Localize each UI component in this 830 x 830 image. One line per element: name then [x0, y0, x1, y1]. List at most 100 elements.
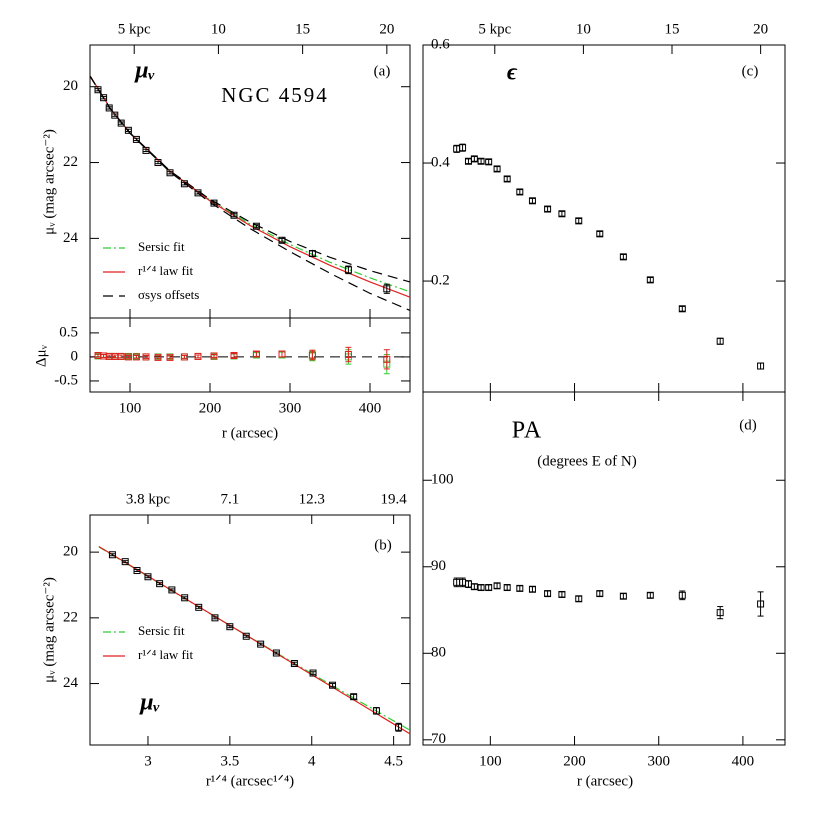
quantity-label: ϵ	[507, 60, 518, 86]
data-point	[477, 584, 485, 592]
y-tick-label: 0.4	[431, 154, 450, 170]
x-tick-label: 200	[563, 753, 586, 769]
data-point	[575, 217, 583, 225]
frame	[89, 514, 411, 746]
y-tick-label: 20	[63, 544, 78, 560]
data-point	[124, 353, 132, 361]
legend-label: r¹ᐟ⁴ law fit	[138, 647, 193, 662]
data-point	[108, 551, 116, 559]
data-point	[168, 586, 176, 594]
data-point	[395, 723, 403, 731]
y-tick-label: 24	[63, 675, 79, 691]
data-point	[252, 222, 260, 230]
frame	[422, 391, 786, 746]
frame	[422, 44, 786, 393]
data-point	[121, 558, 129, 566]
quantity-label: μᵥ	[133, 58, 155, 84]
panel-label: (c)	[742, 63, 759, 79]
x2-tick-label: 3.8 kpc	[126, 491, 171, 507]
data-point	[646, 276, 654, 284]
data-point	[290, 660, 298, 668]
data-point	[503, 584, 511, 592]
data-point	[252, 350, 260, 358]
x-tick-label: 4	[308, 753, 316, 769]
data-point	[503, 175, 511, 183]
fit-line	[89, 75, 411, 293]
x-tick-label: 3.5	[220, 753, 239, 769]
data-point	[544, 590, 552, 598]
y-tick-label: 90	[431, 558, 446, 574]
data-point	[459, 144, 467, 152]
y-tick-label: 20	[63, 78, 78, 94]
data-point	[344, 266, 352, 274]
data-point	[226, 623, 234, 631]
y-tick-label: 100	[431, 472, 454, 488]
y-tick-label: 80	[431, 645, 446, 661]
fit-line	[98, 546, 411, 731]
y-tick-label: 0.6	[431, 36, 450, 52]
y-tick-label: 22	[63, 154, 78, 170]
data-point	[678, 305, 686, 313]
data-point	[181, 594, 189, 602]
data-point	[132, 353, 140, 361]
data-point	[132, 135, 140, 143]
legend-label: Sersic fit	[138, 239, 185, 254]
data-point	[94, 86, 102, 94]
frame	[89, 317, 411, 393]
data-point	[383, 285, 391, 293]
data-point	[308, 250, 316, 258]
x-tick-label: 400	[359, 400, 382, 416]
panel-label: (a)	[374, 63, 391, 79]
data-point	[194, 189, 202, 197]
data-point	[329, 681, 337, 689]
x-tick-label: 100	[119, 400, 142, 416]
data-point	[493, 165, 501, 173]
data-point	[117, 352, 125, 360]
data-point	[596, 590, 604, 598]
data-point	[493, 582, 501, 590]
data-point	[230, 211, 238, 219]
x2-tick-label: 12.3	[299, 491, 325, 507]
data-point	[154, 353, 162, 361]
data-point	[166, 353, 174, 361]
legend-label: r¹ᐟ⁴ law fit	[138, 263, 193, 278]
ylabel: μᵥ (mag arcsec⁻²)	[41, 129, 57, 235]
data-point	[308, 351, 316, 359]
x-tick-label: 300	[647, 753, 670, 769]
x2-tick-label: 10	[576, 21, 591, 37]
data-point	[485, 584, 493, 592]
x-tick-label: 3	[144, 753, 152, 769]
data-point	[210, 199, 218, 207]
data-point	[383, 355, 391, 363]
x2-tick-label: 20	[379, 21, 394, 37]
data-point	[211, 614, 219, 622]
data-point	[210, 352, 218, 360]
data-point	[544, 205, 552, 213]
ylabel: μᵥ (mag arcsec⁻²)	[41, 577, 57, 683]
xlabel: r (arcsec)	[577, 773, 633, 789]
fit-line	[89, 75, 411, 311]
data-point	[528, 197, 536, 205]
data-point	[558, 210, 566, 218]
y-tick-label: 0.5	[59, 324, 78, 340]
data-point	[195, 603, 203, 611]
data-point	[272, 649, 280, 657]
data-point	[257, 640, 265, 648]
data-point	[485, 158, 493, 166]
title: NGC 4594	[221, 83, 329, 107]
data-point	[516, 188, 524, 196]
data-point	[344, 351, 352, 359]
data-point	[242, 632, 250, 640]
data-point	[166, 169, 174, 177]
data-point	[470, 155, 478, 163]
y-tick-label: 70	[431, 731, 446, 747]
ylabel: Δμᵥ	[33, 344, 49, 367]
panel-label: (d)	[739, 417, 757, 433]
quantity-label: μᵥ	[138, 690, 160, 716]
data-point	[516, 584, 524, 592]
data-point	[180, 353, 188, 361]
panel-label: (b)	[374, 537, 392, 553]
data-point	[111, 111, 119, 119]
data-point	[156, 580, 164, 588]
title: PA	[512, 418, 542, 444]
